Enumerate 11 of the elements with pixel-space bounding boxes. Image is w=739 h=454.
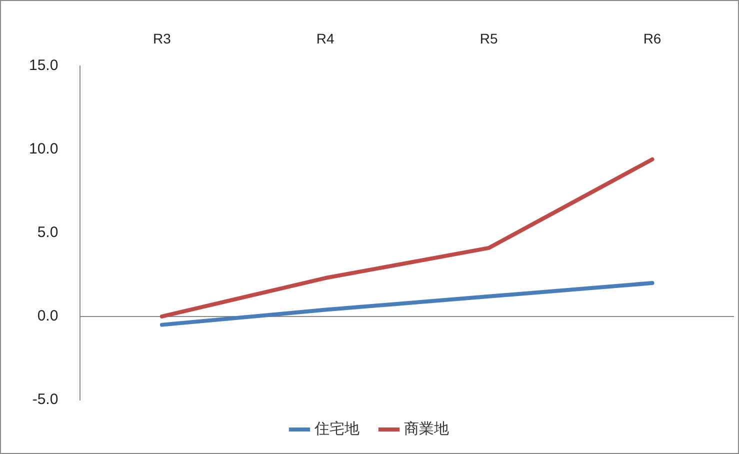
y-tick-label: -5.0 bbox=[32, 391, 58, 408]
legend-label: 商業地 bbox=[404, 419, 449, 438]
y-tick-label: 0.0 bbox=[37, 308, 58, 325]
y-tick-label: 15.0 bbox=[28, 56, 58, 74]
y-tick-label: 5.0 bbox=[37, 224, 58, 242]
x-tick-label: R5 bbox=[480, 30, 498, 46]
x-tick-label: R3 bbox=[152, 30, 172, 46]
y-tick-label: 10.0 bbox=[28, 140, 58, 158]
x-tick-label: R4 bbox=[316, 30, 335, 46]
legend-label: 住宅地 bbox=[314, 419, 360, 438]
x-tick-label: R6 bbox=[643, 30, 662, 46]
